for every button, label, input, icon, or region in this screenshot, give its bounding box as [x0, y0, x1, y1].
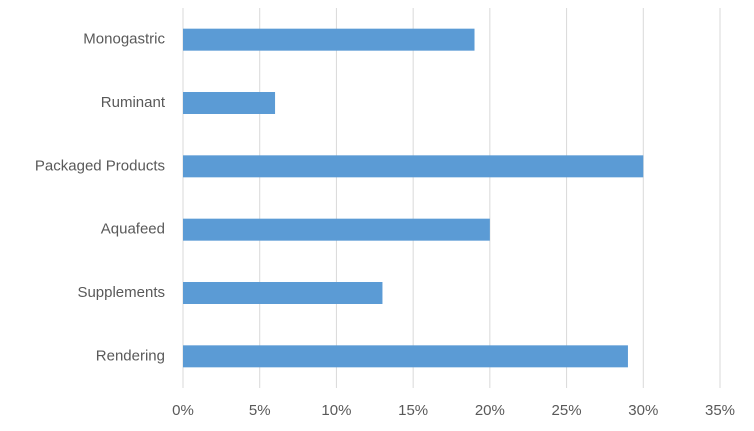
bar: [183, 92, 276, 114]
x-tick-label: 0%: [172, 402, 194, 419]
y-tick-label: Aquafeed: [101, 221, 165, 238]
x-tick-label: 15%: [398, 402, 428, 419]
bar: [183, 155, 644, 178]
x-tick-label: 5%: [249, 402, 271, 419]
x-tick-label: 25%: [552, 402, 582, 419]
x-tick-label: 35%: [705, 402, 735, 419]
bar: [183, 218, 490, 241]
y-tick-label: Ruminant: [101, 94, 166, 111]
y-tick-label: Packaged Products: [35, 157, 165, 174]
x-tick-label: 30%: [628, 402, 658, 419]
bar: [183, 28, 475, 51]
bar: [183, 345, 628, 368]
y-tick-label: Monogastric: [83, 31, 165, 48]
x-tick-label: 10%: [321, 402, 351, 419]
y-tick-label: Rendering: [96, 347, 165, 364]
y-tick-label: Supplements: [77, 284, 165, 301]
x-tick-label: 20%: [475, 402, 505, 419]
bar: [183, 282, 383, 304]
